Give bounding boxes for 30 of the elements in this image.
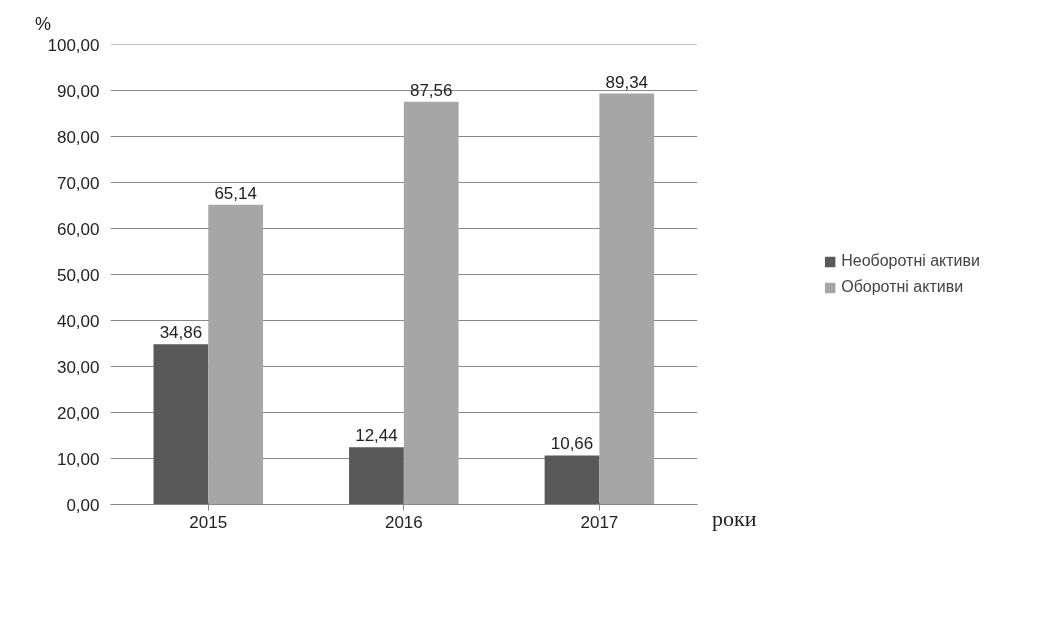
y-tick-label: 10,00 xyxy=(56,449,100,469)
x-axis-title: роки xyxy=(712,505,757,533)
y-axis-title: % xyxy=(35,14,52,34)
bar xyxy=(599,93,655,505)
bar xyxy=(544,455,600,505)
x-tick-label: 2015 xyxy=(189,512,228,532)
data-label: 65,14 xyxy=(214,183,257,203)
bar xyxy=(153,344,209,505)
x-tick-label: 2016 xyxy=(384,512,423,532)
bar xyxy=(208,204,264,505)
y-tick-label: 0,00 xyxy=(66,495,100,515)
y-tick-label: 70,00 xyxy=(56,173,100,193)
x-tick-label: 2017 xyxy=(580,512,619,532)
data-label: 89,34 xyxy=(605,72,649,92)
y-tick-label: 30,00 xyxy=(56,357,100,377)
y-tick-label: 60,00 xyxy=(56,219,100,239)
legend-label: Необоротні активи xyxy=(841,252,980,270)
y-tick-label: 90,00 xyxy=(56,81,100,101)
y-tick-label: 50,00 xyxy=(56,265,100,285)
y-tick-label: 100,00 xyxy=(47,35,100,55)
bar xyxy=(349,447,404,505)
data-label: 10,66 xyxy=(550,434,594,454)
legend-label: Оборотні активи xyxy=(841,278,964,296)
data-label: 34,86 xyxy=(159,323,203,343)
y-tick-label: 20,00 xyxy=(56,403,100,423)
data-label: 87,56 xyxy=(409,80,453,100)
data-label: 12,44 xyxy=(355,426,398,446)
bar xyxy=(403,101,459,505)
y-tick-label: 80,00 xyxy=(56,127,100,147)
y-tick-label: 40,00 xyxy=(56,311,100,331)
